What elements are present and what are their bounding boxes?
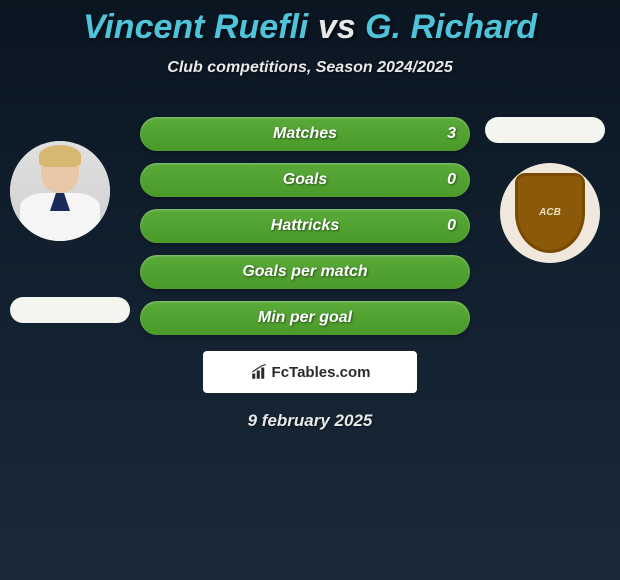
date-text: 9 february 2025 [0, 411, 620, 431]
player2-club-badge: ACB [500, 163, 600, 263]
vs-text: vs [318, 8, 356, 46]
stat-row-matches: Matches 3 [140, 117, 470, 151]
player2-name-pill [485, 117, 605, 143]
stat-value-right: 0 [447, 217, 456, 235]
chart-icon [250, 363, 268, 381]
stat-label: Goals per match [242, 263, 367, 281]
player2-name: G. Richard [365, 8, 537, 46]
stat-value-right: 3 [447, 125, 456, 143]
player1-name: Vincent Ruefli [83, 8, 308, 46]
stat-row-goals: Goals 0 [140, 163, 470, 197]
stat-row-min-per-goal: Min per goal [140, 301, 470, 335]
watermark[interactable]: FcTables.com [203, 351, 417, 393]
player1-name-pill [10, 297, 130, 323]
avatar-person-icon [10, 141, 110, 241]
stat-label: Goals [283, 171, 327, 189]
subtitle: Club competitions, Season 2024/2025 [0, 59, 620, 77]
stat-label: Min per goal [258, 309, 352, 327]
badge-text: ACB [539, 208, 561, 218]
comparison-title: Vincent Ruefli vs G. Richard [0, 0, 620, 47]
stat-label: Hattricks [271, 217, 339, 235]
watermark-text: FcTables.com [272, 364, 371, 381]
stat-label: Matches [273, 125, 337, 143]
stat-row-hattricks: Hattricks 0 [140, 209, 470, 243]
stat-row-goals-per-match: Goals per match [140, 255, 470, 289]
stat-value-right: 0 [447, 171, 456, 189]
stats-container: ACB Matches 3 Goals 0 Hattricks 0 Goals … [0, 117, 620, 335]
player1-avatar [10, 141, 110, 241]
club-badge-icon: ACB [515, 173, 585, 253]
stat-rows: Matches 3 Goals 0 Hattricks 0 Goals per … [140, 117, 470, 335]
